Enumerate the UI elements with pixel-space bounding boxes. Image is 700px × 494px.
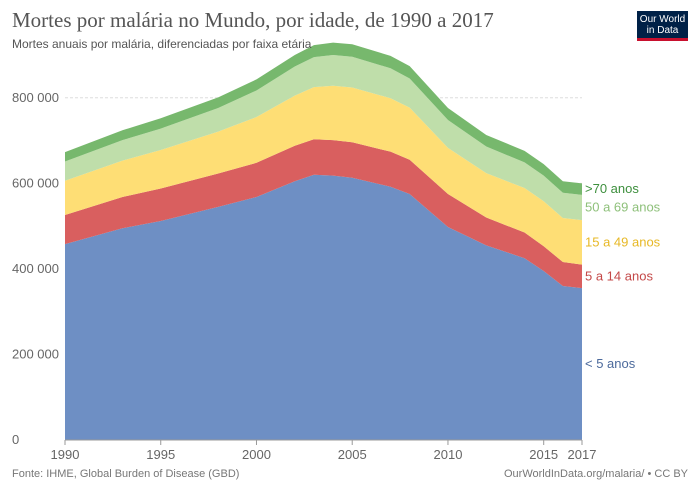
series-label: 5 a 14 anos	[585, 268, 653, 283]
y-tick-label: 0	[12, 432, 19, 447]
x-tick-label: 2005	[338, 447, 367, 462]
axis-layer: 0 200 000 400 000 600 000 800 000 1990 1995 200…	[12, 90, 596, 462]
y-tick-label: 600 000	[12, 175, 59, 190]
credit-link[interactable]: OurWorldInData.org/malaria/ • CC BY	[504, 468, 688, 480]
x-tick-label: 2017	[568, 447, 597, 462]
area-70-anos[interactable]	[65, 42, 582, 195]
x-tick-label: 1995	[146, 447, 175, 462]
series-label: 15 a 49 anos	[585, 234, 661, 249]
source-note: Fonte: IHME, Global Burden of Disease (G…	[12, 468, 239, 480]
series-label: >70 anos	[585, 181, 639, 196]
area-5-a-14-anos[interactable]	[65, 139, 582, 289]
y-tick-label: 200 000	[12, 346, 59, 361]
label-layer: >70 anos 50 a 69 anos 15 a 49 anos 5 a 14 a…	[585, 181, 661, 371]
chart-title: Mortes por malária no Mundo, por idade, …	[12, 8, 494, 32]
area-50-a-69-anos[interactable]	[65, 55, 582, 221]
x-tick-label: 2015	[529, 447, 558, 462]
y-tick-label: 400 000	[12, 261, 59, 276]
source-text: IHME, Global Burden of Disease (GBD)	[46, 468, 240, 480]
area-layer	[65, 42, 582, 440]
series-label: 50 a 69 anos	[585, 200, 661, 215]
series-label: < 5 anos	[585, 356, 636, 371]
x-tick-label: 1990	[51, 447, 80, 462]
source-label: Fonte:	[12, 468, 44, 480]
owid-logo[interactable]: Our World in Data	[637, 11, 688, 41]
y-tick-label: 800 000	[12, 90, 59, 105]
logo-line-1: Our World	[639, 14, 686, 25]
x-tick-label: 2010	[434, 447, 463, 462]
logo-line-2: in Data	[646, 25, 679, 36]
area-5-anos[interactable]	[65, 174, 582, 440]
area-15-a-49-anos[interactable]	[65, 85, 582, 265]
x-tick-label: 2000	[242, 447, 271, 462]
chart-subtitle: Mortes anuais por malária, diferenciadas…	[12, 37, 312, 51]
